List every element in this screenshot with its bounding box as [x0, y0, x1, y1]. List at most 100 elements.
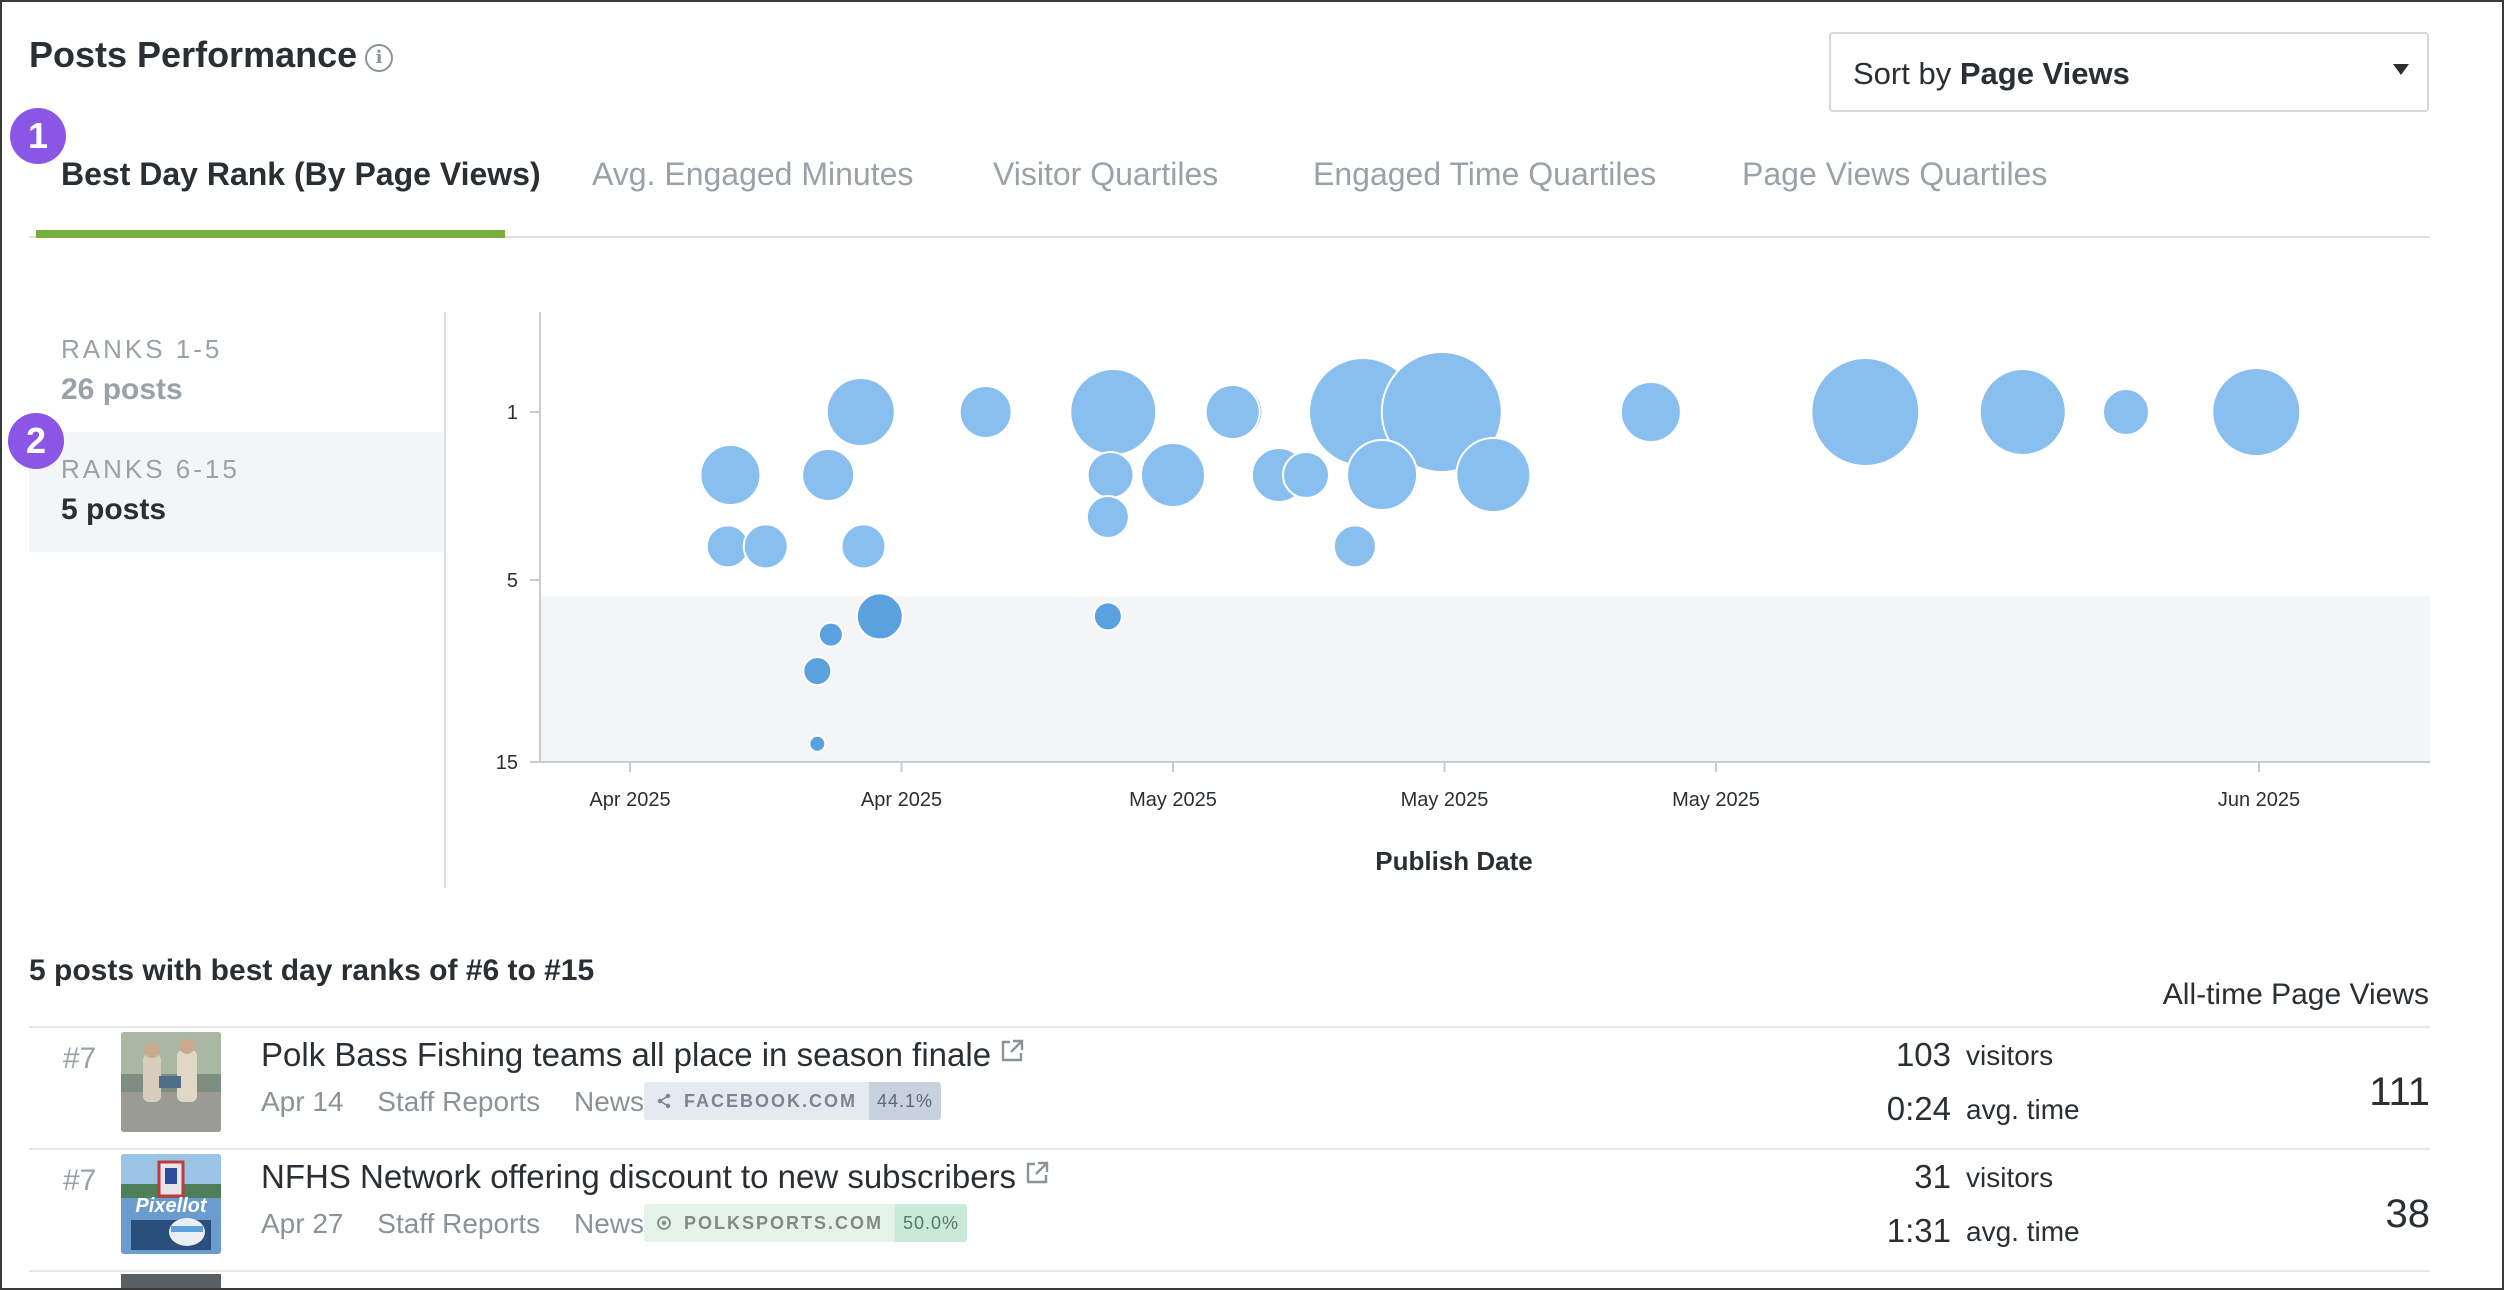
metric-tabs: Best Day Rank (By Page Views) Avg. Engag…: [29, 148, 2430, 238]
referrer-percent: 50.0%: [895, 1204, 968, 1242]
referrer-badge[interactable]: FACEBOOK.COM 44.1%: [644, 1082, 942, 1120]
active-tab-indicator: [36, 230, 505, 238]
visitors-label: visitors: [1966, 1162, 2054, 1193]
post-title: NFHS Network offering discount to new su…: [261, 1158, 1017, 1195]
bubble-point: [1332, 524, 1377, 569]
post-rank: #7: [63, 1042, 97, 1075]
rank-groups-panel: RANKS 1-5 26 posts RANKS 6-15 5 posts: [29, 312, 446, 888]
sort-label: Sort by Page Views: [1853, 56, 2130, 92]
posts-list-heading: 5 posts with best day ranks of #6 to #15: [29, 954, 595, 987]
sort-prefix: Sort by: [1853, 56, 1952, 91]
y-tick-label: 15: [496, 752, 518, 774]
rank-group-label: RANKS 6-15: [61, 454, 240, 484]
post-section[interactable]: News: [573, 1208, 644, 1239]
x-tick-label: May 2025: [1401, 789, 1489, 811]
external-link-icon[interactable]: [1024, 1160, 1050, 1186]
post-section[interactable]: News: [573, 1086, 644, 1117]
target-icon: [657, 1216, 671, 1230]
referrer-badge[interactable]: POLKSPORTS.COM 50.0%: [644, 1204, 968, 1242]
page-views-total: 38: [2385, 1192, 2431, 1236]
rank-group-count: 5 posts: [61, 493, 167, 526]
step-badge-2: 2: [8, 413, 64, 469]
bubble-point: [825, 377, 896, 447]
tab-best-day-rank[interactable]: Best Day Rank (By Page Views): [61, 156, 541, 192]
x-axis-title: Publish Date: [1375, 846, 1532, 876]
chart-axes: [530, 312, 2430, 772]
bubble-point: [1086, 451, 1135, 499]
post-row[interactable]: #7 Polk Bass Fishing teams all place in …: [29, 1026, 2430, 1148]
bubble-point: [1619, 381, 1682, 443]
bubble-point: [1204, 384, 1261, 440]
post-title-link[interactable]: Polk Bass Fishing teams all place in sea…: [261, 1036, 1025, 1074]
post-meta: Apr 27 Staff Reports News: [261, 1208, 670, 1240]
chart-points: [699, 351, 2302, 753]
post-thumbnail[interactable]: Pixellot: [121, 1154, 221, 1254]
bubble-point: [1092, 601, 1123, 632]
post-meta: Apr 14 Staff Reports News: [261, 1086, 670, 1118]
x-tick-label: Apr 2025: [861, 789, 942, 811]
bubble-point: [1810, 357, 1921, 467]
bubble-point: [742, 523, 789, 570]
bubble-point: [802, 656, 833, 686]
bubble-point: [801, 448, 856, 502]
rank-group-label: RANKS 1-5: [61, 334, 223, 364]
tab-avg-engaged-minutes[interactable]: Avg. Engaged Minutes: [592, 156, 914, 192]
post-author[interactable]: Staff Reports: [377, 1208, 541, 1239]
x-tick-label: Jun 2025: [2218, 789, 2300, 811]
share-icon: [657, 1093, 671, 1109]
post-row[interactable]: #7 Pixellot NFHS Network offering discou…: [29, 1148, 2430, 1270]
bubble-point: [1978, 368, 2067, 456]
bubble-point: [1346, 439, 1419, 511]
post-rank: #7: [63, 1164, 97, 1197]
page-views-total: 111: [2369, 1070, 2430, 1114]
tab-page-views-quartiles[interactable]: Page Views Quartiles: [1742, 156, 2048, 192]
rank-group-6-15[interactable]: RANKS 6-15 5 posts: [29, 432, 444, 552]
x-tick-label: Apr 2025: [589, 789, 670, 811]
bubble-point: [808, 734, 827, 753]
y-tick-label: 1: [507, 402, 518, 424]
bubble-point: [1085, 495, 1130, 539]
bubble-point: [855, 592, 904, 641]
post-title: Polk Bass Fishing teams all place in sea…: [261, 1036, 992, 1073]
page-title: Posts Performance: [29, 34, 358, 75]
avg-time-value: 1:31: [1886, 1212, 1951, 1249]
bubble-point: [840, 523, 887, 570]
referrer-percent: 44.1%: [869, 1082, 942, 1120]
post-thumbnail[interactable]: [121, 1032, 221, 1132]
bubble-point: [1455, 437, 1532, 513]
bubble-point: [817, 621, 844, 648]
visitors-label: visitors: [1966, 1040, 2054, 1071]
bubble-point: [699, 444, 762, 506]
bubble-point: [1069, 368, 1158, 456]
post-thumbnail-partial: [121, 1274, 221, 1288]
sort-value: Page Views: [1959, 56, 2130, 91]
info-icon[interactable]: i: [365, 44, 393, 72]
series-ranks-6-15: [802, 592, 1123, 753]
chart-highlight-band: [540, 596, 2430, 762]
external-link-icon[interactable]: [999, 1038, 1025, 1064]
avg-time-label: avg. time: [1966, 1216, 2080, 1247]
sort-dropdown[interactable]: Sort by Page Views: [1829, 32, 2429, 112]
tab-visitor-quartiles[interactable]: Visitor Quartiles: [993, 156, 1219, 192]
post-row-partial: [29, 1270, 2430, 1288]
caret-down-icon: [2393, 64, 2409, 75]
bubble-point: [2211, 367, 2302, 457]
bubble-point: [1380, 351, 1503, 473]
bubble-point: [1282, 451, 1331, 499]
visitors-count: 31: [1914, 1158, 1951, 1195]
rank-6-15-band: [540, 596, 2430, 762]
rank-group-count: 26 posts: [61, 373, 183, 406]
rank-group-1-5[interactable]: RANKS 1-5 26 posts: [29, 312, 444, 432]
tab-engaged-time-quartiles[interactable]: Engaged Time Quartiles: [1313, 156, 1657, 192]
x-tick-label: May 2025: [1672, 789, 1760, 811]
visitors-count: 103: [1895, 1036, 1951, 1073]
referrer-source: POLKSPORTS.COM: [644, 1204, 896, 1242]
post-author[interactable]: Staff Reports: [377, 1086, 541, 1117]
bubble-point: [958, 385, 1013, 439]
post-title-link[interactable]: NFHS Network offering discount to new su…: [261, 1158, 1050, 1196]
avg-time-value: 0:24: [1886, 1090, 1951, 1127]
x-tick-label: May 2025: [1129, 789, 1217, 811]
series-ranks-1-5: [699, 351, 2302, 570]
